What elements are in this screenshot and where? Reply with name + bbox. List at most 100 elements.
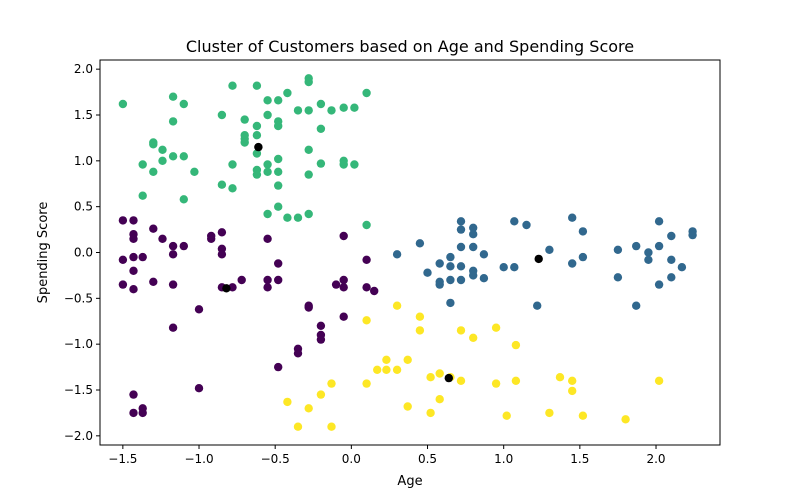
scatter-point-s2-1 bbox=[138, 160, 147, 169]
scatter-point-s1-9 bbox=[446, 298, 455, 308]
scatter-point-s2-44 bbox=[293, 106, 303, 115]
scatter-point-s0-44 bbox=[362, 255, 371, 264]
scatter-point-s0-16 bbox=[168, 280, 178, 289]
scatter-point-s3-34 bbox=[578, 411, 588, 420]
scatter-point-s4-2 bbox=[534, 254, 543, 264]
scatter-point-s0-17 bbox=[168, 323, 178, 332]
y-tick-label: 0.0 bbox=[74, 246, 93, 260]
scatter-point-s2-48 bbox=[304, 106, 313, 115]
x-tick-label: 2.0 bbox=[646, 452, 665, 466]
scatter-point-s2-0 bbox=[118, 99, 128, 109]
scatter-point-s1-19 bbox=[469, 271, 478, 280]
scatter-point-s2-59 bbox=[350, 103, 359, 112]
scatter-point-s2-6 bbox=[158, 145, 167, 154]
scatter-point-s2-29 bbox=[252, 170, 262, 179]
scatter-point-s1-39 bbox=[654, 241, 664, 251]
scatter-point-s1-28 bbox=[568, 213, 577, 222]
scatter-point-s4-0 bbox=[254, 142, 263, 152]
scatter-point-s3-35 bbox=[621, 415, 630, 424]
scatter-point-s0-3 bbox=[129, 234, 138, 243]
scatter-point-s1-12 bbox=[456, 242, 466, 252]
scatter-point-s0-14 bbox=[168, 250, 178, 259]
scatter-point-s2-52 bbox=[316, 99, 326, 109]
scatter-point-s1-2 bbox=[423, 268, 432, 277]
scatter-point-s2-4 bbox=[149, 140, 158, 149]
scatter-point-s3-23 bbox=[456, 376, 466, 385]
scatter-point-s1-30 bbox=[578, 227, 588, 236]
scatter-point-s0-32 bbox=[274, 362, 283, 372]
scatter-point-s1-20 bbox=[479, 250, 489, 259]
scatter-point-s0-34 bbox=[293, 349, 303, 358]
scatter-point-s1-6 bbox=[446, 252, 455, 262]
scatter-point-s2-33 bbox=[263, 167, 272, 176]
scatter-point-s1-11 bbox=[456, 225, 466, 234]
scatter-point-s3-36 bbox=[654, 376, 664, 385]
scatter-point-s3-0 bbox=[283, 397, 292, 407]
scatter-point-s2-5 bbox=[149, 167, 158, 176]
scatter-point-s2-19 bbox=[228, 184, 237, 193]
scatter-point-s1-14 bbox=[456, 275, 466, 285]
scatter-point-s1-27 bbox=[545, 245, 554, 254]
scatter-point-s2-60 bbox=[350, 160, 359, 169]
scatter-point-s2-43 bbox=[283, 213, 292, 222]
scatter-point-s3-7 bbox=[362, 379, 371, 388]
scatter-point-s0-13 bbox=[179, 241, 188, 251]
scatter-point-s3-27 bbox=[502, 411, 511, 420]
scatter-point-s0-39 bbox=[316, 335, 326, 344]
x-axis-ticks: −1.5 −1.0 −0.5 0.0 0.5 1.0 1.5 2.0 bbox=[108, 445, 666, 466]
scatter-point-s1-22 bbox=[499, 263, 508, 272]
scatter-point-s3-25 bbox=[491, 323, 501, 332]
scatter-point-s0-10 bbox=[149, 224, 158, 233]
x-tick-label: −1.0 bbox=[184, 452, 213, 466]
scatter-point-s2-54 bbox=[316, 159, 326, 168]
scatter-point-s2-40 bbox=[274, 181, 283, 190]
scatter-point-s1-1 bbox=[415, 239, 425, 248]
scatter-point-s0-1 bbox=[129, 216, 138, 225]
scatter-point-s0-26 bbox=[237, 275, 246, 285]
scatter-point-s2-16 bbox=[217, 180, 227, 189]
scatter-point-s2-49 bbox=[304, 145, 313, 154]
scatter-point-s3-16 bbox=[415, 326, 425, 335]
scatter-point-s3-5 bbox=[327, 422, 336, 431]
scatter-point-s2-31 bbox=[263, 110, 272, 120]
scatter-point-s1-0 bbox=[392, 250, 402, 259]
scatter-point-s0-15 bbox=[149, 277, 158, 286]
scatter-point-s0-41 bbox=[339, 312, 348, 321]
scatter-point-s3-1 bbox=[293, 422, 303, 431]
scatter-point-s3-6 bbox=[362, 316, 371, 325]
scatter-point-s1-37 bbox=[644, 255, 653, 264]
scatter-point-s0-20 bbox=[207, 231, 216, 241]
scatter-point-s0-45 bbox=[362, 283, 371, 292]
scatter-point-s2-10 bbox=[168, 152, 178, 161]
data-points bbox=[118, 74, 697, 431]
y-tick-label: −2.0 bbox=[64, 429, 93, 443]
x-axis-label: Age bbox=[397, 474, 422, 489]
scatter-point-s2-35 bbox=[274, 96, 283, 105]
scatter-point-s1-24 bbox=[510, 263, 519, 272]
scatter-point-s2-50 bbox=[304, 170, 313, 179]
scatter-point-s2-42 bbox=[283, 88, 292, 98]
scatter-point-s2-47 bbox=[304, 77, 313, 87]
scatter-point-s0-52 bbox=[194, 384, 204, 393]
y-axis-ticks: −2.0 −1.5 −1.0 −0.5 0.0 0.5 1.0 1.5 2.0 bbox=[64, 62, 100, 443]
scatter-point-s2-38 bbox=[274, 154, 283, 164]
scatter-point-s0-5 bbox=[129, 252, 138, 262]
scatter-point-s2-53 bbox=[316, 124, 326, 133]
scatter-point-s3-29 bbox=[511, 376, 521, 385]
scatter-point-s2-58 bbox=[339, 160, 348, 169]
scatter-point-s3-32 bbox=[568, 376, 577, 385]
scatter-point-s3-17 bbox=[426, 373, 435, 382]
scatter-point-s1-21 bbox=[479, 274, 489, 283]
scatter-point-s3-22 bbox=[456, 326, 466, 335]
scatter-point-s2-37 bbox=[274, 121, 283, 131]
scatter-point-s0-12 bbox=[168, 241, 178, 251]
scatter-point-s3-26 bbox=[491, 379, 501, 388]
scatter-point-s2-11 bbox=[179, 99, 188, 109]
scatter-point-s1-43 bbox=[667, 273, 676, 282]
scatter-point-s3-20 bbox=[435, 395, 444, 404]
scatter-point-s1-42 bbox=[667, 255, 676, 264]
y-tick-label: 1.5 bbox=[74, 108, 93, 122]
scatter-point-s0-7 bbox=[138, 252, 147, 262]
scatter-point-s3-2 bbox=[304, 404, 313, 413]
